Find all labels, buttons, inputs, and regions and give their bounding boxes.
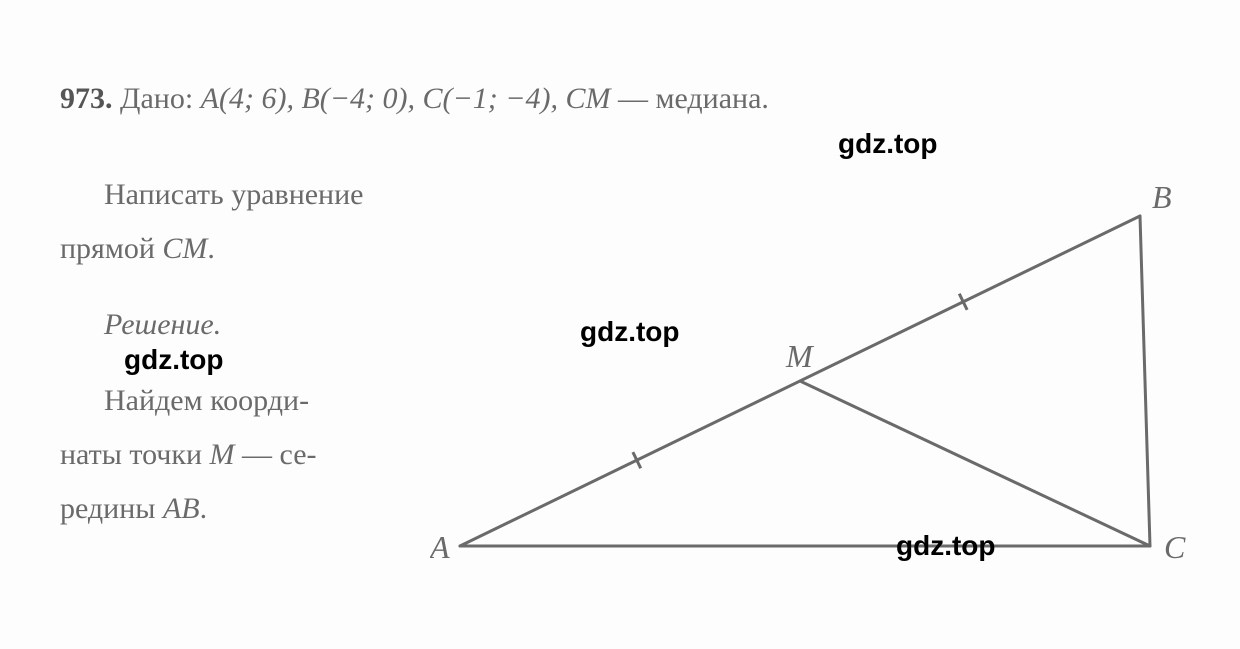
body-line3-post: . bbox=[200, 492, 208, 525]
task-line2-post: . bbox=[207, 232, 215, 265]
watermark: gdz.top bbox=[838, 128, 938, 160]
body-line2-mid: — се- bbox=[235, 438, 317, 471]
svg-text:C: C bbox=[1164, 529, 1186, 565]
triangle-svg: A B C M bbox=[430, 176, 1190, 596]
problem-number: 973. bbox=[60, 82, 113, 115]
watermark: gdz.top bbox=[896, 530, 996, 562]
solution-label: Решение. bbox=[60, 298, 440, 352]
body-line3-ab: AB bbox=[163, 492, 200, 525]
given-label: Дано: bbox=[120, 82, 193, 115]
body-paragraph: Найдем коорди- наты точки M — се- редины… bbox=[60, 374, 440, 536]
svg-text:B: B bbox=[1152, 179, 1172, 215]
task-line2-cm: CM bbox=[162, 232, 207, 265]
point-b: B(−4; 0), bbox=[301, 82, 415, 115]
body-line3-pre: редины bbox=[60, 492, 163, 525]
segment-cm: CM bbox=[565, 82, 610, 115]
svg-text:M: M bbox=[785, 338, 815, 374]
point-c: C(−1; −4), bbox=[423, 82, 558, 115]
task-line1: Написать уравнение bbox=[104, 178, 363, 211]
task-line2-pre: прямой bbox=[60, 232, 162, 265]
problem-statement: 973. Дано: A(4; 6), B(−4; 0), C(−1; −4),… bbox=[60, 78, 1180, 120]
median-word: медиана. bbox=[655, 82, 768, 115]
watermark: gdz.top bbox=[580, 316, 680, 348]
task-paragraph: Написать уравнение прямой CM. bbox=[60, 168, 440, 276]
point-a: A(4; 6), bbox=[201, 82, 294, 115]
dash: — bbox=[610, 82, 655, 115]
triangle-diagram: A B C M bbox=[430, 176, 1190, 596]
body-line1: Найдем коорди- bbox=[104, 384, 309, 417]
svg-text:A: A bbox=[430, 529, 450, 565]
watermark: gdz.top bbox=[124, 344, 224, 376]
text-block: Написать уравнение прямой CM. Решение. Н… bbox=[60, 168, 440, 536]
body-line2-pre: наты точки bbox=[60, 438, 210, 471]
body-line2-m: M bbox=[210, 438, 235, 471]
